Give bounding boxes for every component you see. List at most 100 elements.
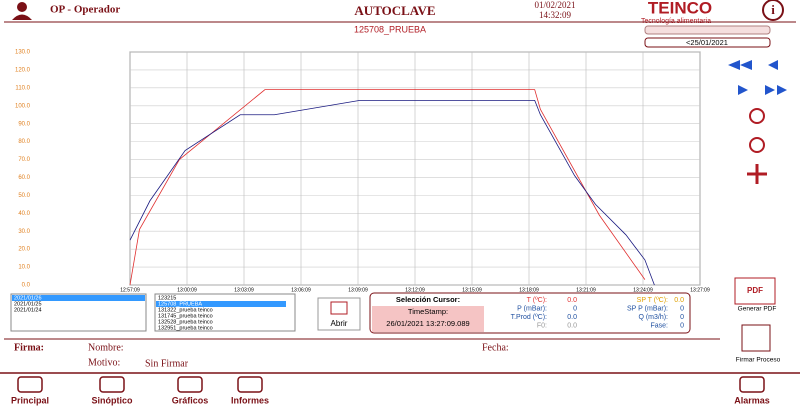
y-tick-label: 80.0 (18, 139, 30, 145)
date-from[interactable] (644, 25, 771, 35)
motivo: Motivo: (88, 357, 120, 368)
nav-label[interactable]: Principal (11, 395, 49, 405)
reading-value: 0 (680, 322, 684, 329)
y-tick-label: 10.0 (18, 265, 30, 271)
x-tick-label: 13:15:09 (462, 287, 482, 293)
zoom-in[interactable] (749, 108, 765, 124)
process-item[interactable]: 132528_prueba teinco (158, 319, 213, 325)
y-tick-label: 110.0 (15, 85, 30, 91)
header (4, 2, 796, 20)
info-icon: i (771, 2, 775, 17)
x-tick-label: 13:03:09 (234, 287, 254, 293)
nav-label[interactable]: Informes (231, 395, 269, 405)
reading-label: SP P (mBar): (627, 305, 668, 312)
x-tick-label: 13:00:09 (177, 287, 197, 293)
nav-icon[interactable] (739, 376, 765, 393)
reading-label: Fase: (650, 322, 668, 329)
nav-label[interactable]: Gráficos (172, 395, 209, 405)
timestamp: 26/01/2021 13:27:09.089 (386, 319, 469, 328)
reading-label: F0: (537, 322, 547, 329)
nav-icon[interactable] (237, 376, 263, 393)
open-label: Abrir (331, 319, 348, 328)
reading-label: Q (m3/h): (638, 314, 668, 321)
zoom-out[interactable] (749, 137, 765, 153)
reading-label: P (mBar): (517, 305, 547, 312)
x-tick-label: 13:06:09 (291, 287, 311, 293)
title: AUTOCLAVE (354, 3, 435, 18)
y-tick-label: 0.0 (22, 283, 31, 289)
selected-row (156, 301, 286, 307)
nav-icon[interactable] (99, 376, 125, 393)
date-item[interactable]: 2021/01/24 (14, 307, 42, 313)
user-icon-body (12, 14, 32, 20)
y-tick-label: 100.0 (15, 103, 31, 109)
time: 14:32:09 (539, 10, 572, 20)
y-tick-label: 70.0 (18, 157, 30, 163)
date: 01/02/2021 (534, 0, 575, 10)
reading-value: 0.0 (567, 297, 577, 304)
readings: T (ºC): 0.0 SP T (ºC): 0.0 P (mBar): 0 SP P (m… (511, 297, 685, 330)
series-line (129, 89, 646, 286)
sign-icon[interactable] (741, 324, 771, 352)
x-tick-label: 13:12:09 (405, 287, 425, 293)
date-filter: <25/01/2021 (686, 38, 728, 47)
open-icon (330, 301, 348, 315)
y-tick-label: 30.0 (18, 229, 30, 235)
y-tick-label: 60.0 (18, 175, 30, 181)
pdf-label: Generar PDF (738, 306, 777, 313)
x-tick-label: 13:18:09 (519, 287, 539, 293)
selected-row (12, 295, 145, 301)
reading-label: SP T (ºC): (637, 297, 668, 304)
nav-arrows[interactable] (728, 60, 787, 95)
reading-value: 0.0 (674, 297, 684, 304)
x-tick-label: 13:24:09 (633, 287, 653, 293)
fecha: Fecha: (482, 342, 509, 353)
pdf-icon-text: PDF (747, 286, 763, 295)
nav-label[interactable]: Sinóptico (92, 395, 133, 405)
y-tick-label: 40.0 (18, 211, 30, 217)
nav-bar: Principal Sinóptico Gráficos Informes Alarma… (11, 376, 770, 405)
x-tick-label: 13:09:09 (348, 287, 368, 293)
y-tick-label: 90.0 (18, 121, 30, 127)
cursor-title: Selección Cursor: (396, 295, 460, 304)
user-icon (17, 2, 27, 12)
firma: Firma: (14, 342, 44, 353)
process-item[interactable]: 132951_prueba teinco (158, 325, 213, 331)
x-tick-label: 13:21:09 (576, 287, 596, 293)
process-list[interactable] (154, 293, 296, 332)
reading-label: T.Prod (ºC): (511, 314, 547, 321)
process-item[interactable]: 131745_prueba teinco (158, 313, 213, 319)
date-to[interactable] (644, 37, 771, 48)
process-item[interactable]: 125708_PRUEBA (158, 301, 202, 307)
info-button[interactable] (762, 0, 784, 21)
nombre: Nombre: (88, 342, 124, 353)
series-line (129, 99, 655, 286)
logo: TEINCO (648, 0, 712, 17)
user: OP - Operador (50, 4, 120, 16)
date-item[interactable]: 2021/01/25 (14, 301, 42, 307)
x-tick-label: 12:57:09 (120, 287, 140, 293)
reading-value: 0 (680, 314, 684, 321)
reading-value: 0.0 (567, 314, 577, 321)
sign-label: Firmar Proceso (736, 357, 781, 364)
pdf-icon[interactable] (734, 277, 776, 305)
reading-label: T (ºC): (527, 297, 547, 304)
nav-label[interactable]: Alarmas (734, 395, 770, 405)
reading-value: 0.0 (567, 322, 577, 329)
nav-icon[interactable] (17, 376, 43, 393)
process-item[interactable]: 123215 (158, 295, 176, 301)
y-tick-label: 130.0 (15, 50, 31, 56)
nav-icon[interactable] (177, 376, 203, 393)
y-tick-label: 120.0 (15, 68, 31, 74)
estado: Sin Firmar (145, 358, 189, 369)
logo-sub: Tecnología alimentaria (641, 18, 711, 25)
x-tick-label: 13:27:09 (690, 287, 710, 293)
timestamp-box (372, 306, 484, 332)
y-tick-label: 20.0 (18, 247, 30, 253)
timestamp-label: TimeStamp: (408, 307, 448, 316)
process-item[interactable]: 131322_prueba teinco (158, 307, 213, 313)
reading-value: 0 (680, 305, 684, 312)
date-item[interactable]: 2021/01/26 (14, 295, 42, 301)
pan[interactable] (747, 164, 767, 184)
